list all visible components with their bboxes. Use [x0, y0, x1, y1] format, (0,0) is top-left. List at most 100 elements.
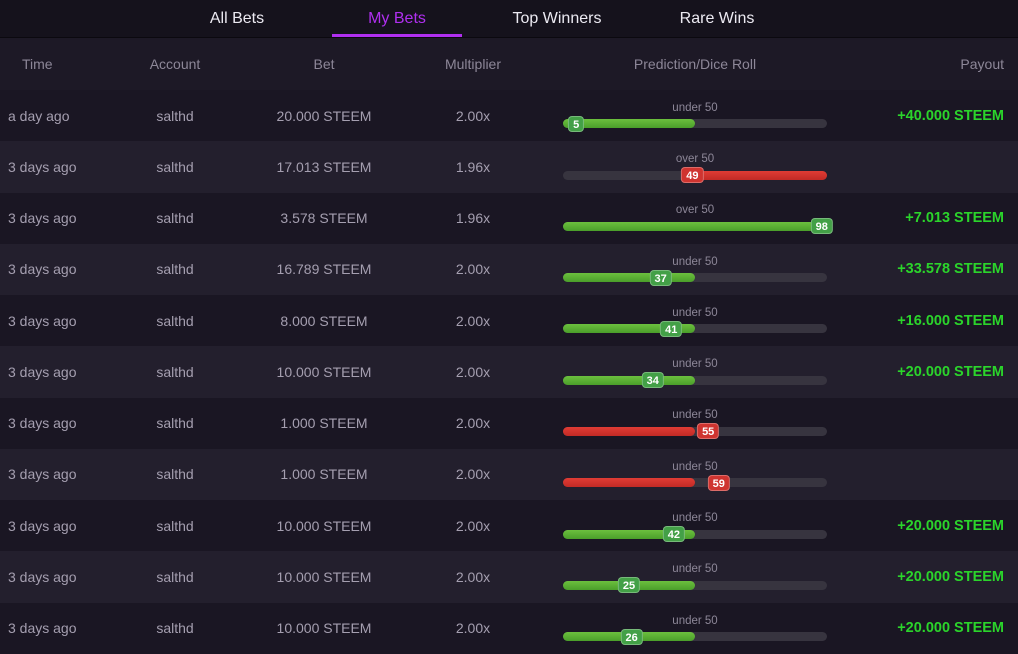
- table-row: 3 days ago salthd 17.013 STEEM 1.96x ove…: [0, 141, 1018, 193]
- dice-roll-badge: 59: [707, 474, 730, 491]
- dice-roll-badge: 26: [620, 628, 643, 645]
- prediction-label: under 50: [672, 358, 718, 371]
- table-row: a day ago salthd 20.000 STEEM 2.00x unde…: [0, 90, 1018, 142]
- prediction-cell: under 50 34: [547, 358, 843, 389]
- col-header-account: Account: [149, 56, 201, 72]
- dice-roll-fill: [563, 221, 822, 231]
- bet-time: 3 days ago: [8, 158, 77, 175]
- bet-amount: 10.000 STEEM: [276, 517, 372, 534]
- dice-roll-fill: [692, 170, 827, 180]
- dice-roll-track: 59: [563, 474, 827, 491]
- bet-account: salthd: [156, 158, 194, 175]
- col-header-time: Time: [22, 56, 53, 72]
- prediction-label: over 50: [675, 204, 715, 217]
- dice-roll-track: 42: [563, 526, 827, 542]
- bet-time: 3 days ago: [8, 312, 77, 329]
- dice-roll-fill: [563, 324, 695, 334]
- prediction-label: under 50: [672, 614, 718, 627]
- table-row: 3 days ago salthd 1.000 STEEM 2.00x unde…: [0, 397, 1018, 449]
- prediction-cell: under 50 41: [547, 306, 843, 337]
- table-header: Time Account Bet Multiplier Prediction/D…: [0, 38, 1018, 90]
- bet-amount: 10.000 STEEM: [276, 569, 372, 586]
- dice-roll-badge: 55: [697, 423, 720, 440]
- dice-roll-fill: [563, 119, 695, 129]
- dice-roll-badge: 42: [662, 526, 685, 542]
- bet-multiplier: 2.00x: [455, 569, 491, 586]
- dice-roll-fill: [563, 273, 695, 283]
- bet-payout: +33.578 STEEM: [897, 261, 1004, 278]
- bet-account: salthd: [156, 312, 194, 329]
- bet-account: salthd: [156, 415, 194, 432]
- bet-payout: +40.000 STEEM: [897, 107, 1004, 124]
- bet-account: salthd: [156, 210, 194, 227]
- bet-amount: 1.000 STEEM: [280, 415, 368, 432]
- prediction-label: under 50: [672, 101, 718, 114]
- dice-roll-badge: 25: [617, 577, 641, 594]
- dice-roll-badge: 41: [660, 320, 683, 337]
- bet-account: salthd: [156, 517, 194, 534]
- bet-time: 3 days ago: [8, 569, 77, 586]
- bet-multiplier: 2.00x: [455, 107, 491, 124]
- dice-roll-fill: [563, 375, 695, 385]
- bets-table: a day ago salthd 20.000 STEEM 2.00x unde…: [0, 90, 1018, 654]
- prediction-label: under 50: [672, 409, 718, 422]
- bet-amount: 1.000 STEEM: [280, 466, 368, 483]
- bet-multiplier: 1.96x: [455, 158, 491, 175]
- prediction-cell: under 50 5: [547, 101, 843, 132]
- bet-account: salthd: [156, 107, 194, 124]
- prediction-label: under 50: [672, 512, 718, 524]
- bet-account: salthd: [156, 466, 194, 483]
- bet-account: salthd: [156, 261, 194, 278]
- bet-multiplier: 2.00x: [455, 261, 491, 278]
- bet-time: 3 days ago: [8, 261, 77, 278]
- bet-multiplier: 2.00x: [455, 363, 491, 380]
- tab-rare-wins[interactable]: Rare Wins: [679, 9, 755, 27]
- dice-roll-track: 41: [563, 320, 827, 337]
- prediction-label: under 50: [672, 306, 718, 319]
- bet-amount: 10.000 STEEM: [276, 620, 372, 637]
- prediction-cell: over 50 49: [547, 154, 843, 184]
- bet-time: 3 days ago: [8, 517, 77, 534]
- prediction-label: under 50: [672, 460, 718, 473]
- dice-roll-badge: 34: [641, 372, 664, 389]
- tab-top-winners[interactable]: Top Winners: [512, 9, 602, 27]
- bet-payout: +20.000 STEEM: [897, 620, 1004, 637]
- dice-roll-badge: 37: [649, 269, 672, 286]
- bet-multiplier: 2.00x: [455, 517, 491, 534]
- prediction-label: under 50: [672, 255, 718, 268]
- table-row: 3 days ago salthd 10.000 STEEM 2.00x und…: [0, 602, 1018, 654]
- bet-payout: +7.013 STEEM: [905, 210, 1004, 227]
- table-row: 3 days ago salthd 8.000 STEEM 2.00x unde…: [0, 295, 1018, 347]
- bet-account: salthd: [156, 569, 194, 586]
- table-row: 3 days ago salthd 10.000 STEEM 2.00x und…: [0, 500, 1018, 552]
- bet-payout: +20.000 STEEM: [897, 569, 1004, 586]
- bet-time: 3 days ago: [8, 363, 77, 380]
- bet-account: salthd: [156, 363, 194, 380]
- tab-my-bets[interactable]: My Bets: [317, 0, 477, 37]
- bet-multiplier: 1.96x: [455, 210, 491, 227]
- bet-amount: 8.000 STEEM: [280, 312, 368, 329]
- bet-payout: +20.000 STEEM: [897, 363, 1004, 380]
- bet-time: 3 days ago: [8, 620, 77, 637]
- bet-account: salthd: [156, 620, 194, 637]
- bet-amount: 16.789 STEEM: [276, 261, 372, 278]
- dice-roll-track: 25: [563, 577, 827, 594]
- tab-bar: All Bets My Bets Top Winners Rare Wins: [0, 0, 1018, 38]
- prediction-cell: under 50 42: [547, 512, 843, 542]
- table-row: 3 days ago salthd 3.578 STEEM 1.96x over…: [0, 192, 1018, 244]
- prediction-label: under 50: [672, 563, 718, 576]
- bet-time: a day ago: [8, 107, 70, 124]
- bet-payout: +20.000 STEEM: [897, 517, 1004, 534]
- bet-amount: 17.013 STEEM: [276, 158, 372, 175]
- col-header-prediction: Prediction/Dice Roll: [633, 56, 757, 72]
- dice-roll-track: 55: [563, 423, 827, 440]
- col-header-payout: Payout: [960, 56, 1004, 72]
- prediction-cell: under 50 37: [547, 255, 843, 286]
- dice-roll-track: 34: [563, 372, 827, 389]
- dice-roll-track: 26: [563, 628, 827, 645]
- prediction-cell: under 50 26: [547, 614, 843, 645]
- dice-roll-badge: 49: [681, 167, 704, 184]
- tab-all-bets[interactable]: All Bets: [209, 9, 265, 27]
- bet-amount: 20.000 STEEM: [276, 107, 372, 124]
- dice-roll-badge: 98: [810, 218, 833, 235]
